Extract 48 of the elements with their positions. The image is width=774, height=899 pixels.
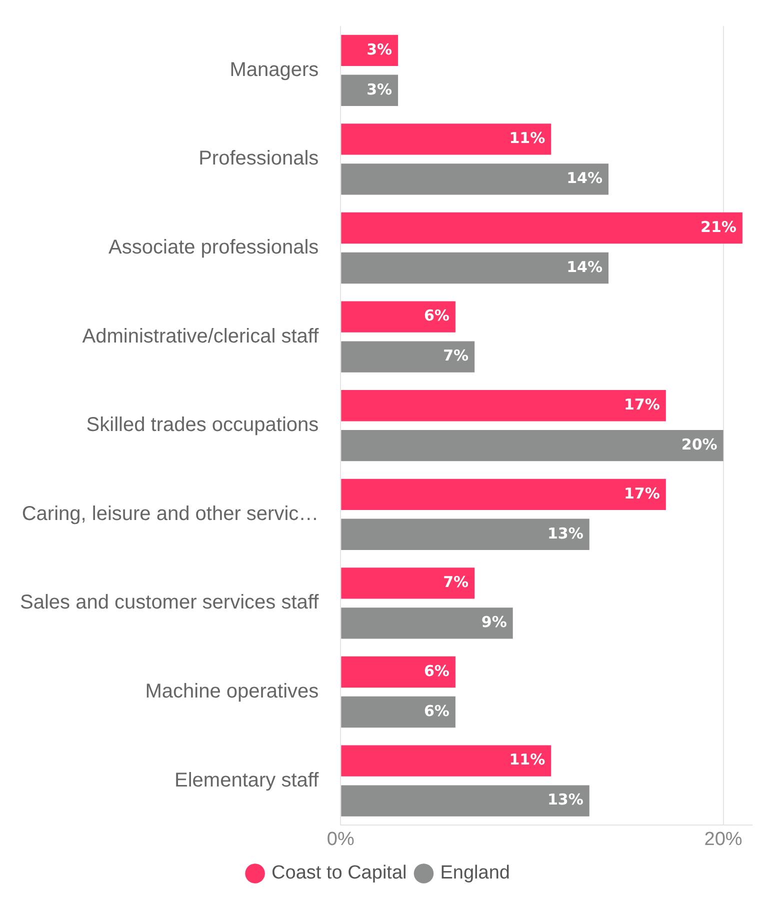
data-label: 11% [509, 129, 546, 148]
data-label: 6% [424, 306, 450, 325]
data-label: 14% [566, 258, 603, 276]
data-label: 3% [366, 80, 392, 98]
bar [341, 478, 666, 510]
data-label: 6% [424, 702, 450, 720]
data-label: 7% [443, 573, 469, 592]
bar [341, 74, 398, 106]
data-label: 13% [547, 790, 584, 809]
data-label: 17% [624, 396, 660, 414]
y-tick-label: Professionals [198, 148, 319, 170]
bar [341, 518, 590, 550]
bar [341, 656, 456, 688]
data-label: 14% [566, 169, 603, 188]
data-label: 21% [700, 218, 736, 236]
data-label: 17% [624, 484, 660, 502]
y-tick-label: Elementary staff [174, 769, 320, 792]
y-tick-label: Associate professionals [108, 236, 319, 259]
data-label: 6% [424, 662, 450, 680]
bar [341, 212, 742, 244]
bar [341, 745, 552, 776]
bar [341, 568, 475, 599]
bar [341, 341, 475, 372]
bar [341, 301, 456, 332]
bar [341, 34, 398, 66]
bar [341, 608, 513, 639]
bar [341, 785, 590, 816]
data-label: 11% [509, 750, 546, 769]
y-tick-label: Managers [230, 58, 319, 81]
legend-label: England [440, 862, 510, 884]
bar [341, 124, 552, 155]
y-tick-label: Sales and customer services staff [20, 592, 320, 614]
bar [341, 696, 456, 728]
y-tick-label: Caring, leisure and other servic… [22, 502, 319, 525]
x-tick-label: 0% [326, 828, 354, 850]
data-label: 13% [547, 524, 584, 542]
legend-label: Coast to Capital [272, 862, 407, 884]
data-label: 20% [681, 435, 718, 454]
data-label: 3% [366, 40, 392, 58]
y-tick-label: Administrative/clerical staff [82, 325, 320, 348]
data-label: 7% [443, 346, 469, 365]
data-label: 9% [481, 613, 507, 632]
bar [341, 164, 609, 195]
bar [341, 252, 609, 284]
bar [341, 390, 666, 422]
y-tick-label: Machine operatives [145, 680, 319, 703]
bar [341, 430, 724, 462]
y-tick-label: Skilled trades occupations [86, 414, 319, 436]
